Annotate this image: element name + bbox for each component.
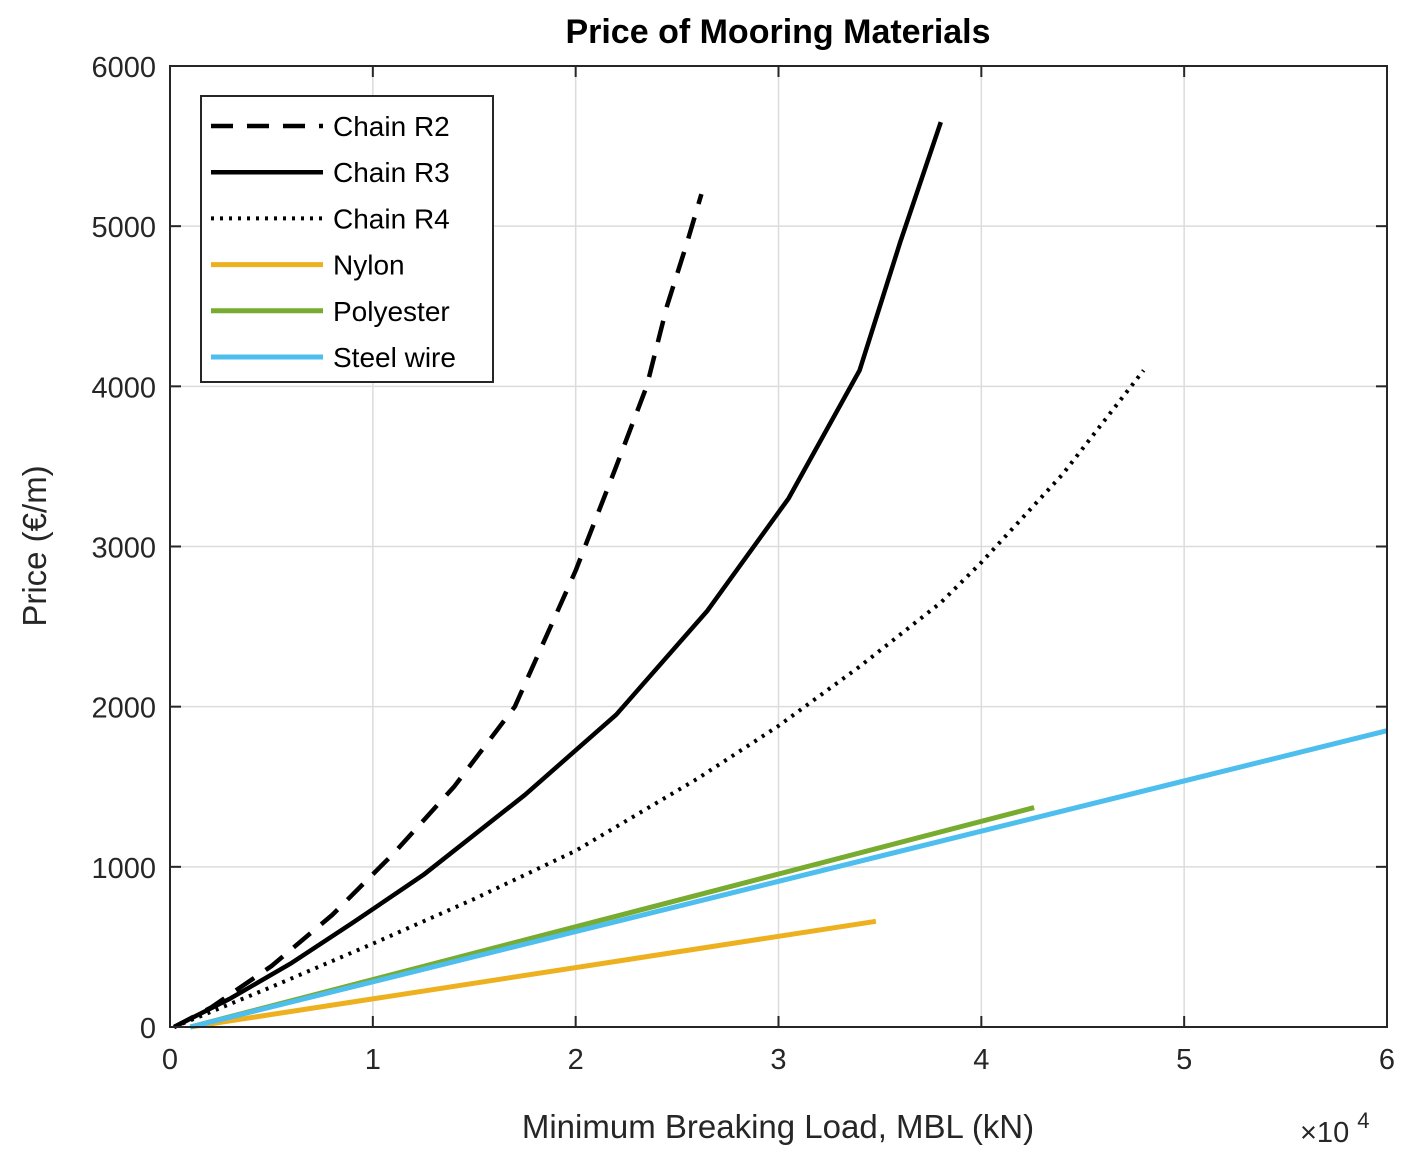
x-axis-multiplier-base: ×10 [1300, 1117, 1349, 1149]
x-tick-label: 0 [162, 1044, 178, 1076]
y-axis-label: Price (€/m) [16, 465, 53, 626]
x-axis-label: Minimum Breaking Load, MBL (kN) [522, 1108, 1034, 1145]
legend: Chain R2 Chain R3 Chain R4 Nylon Polyester St… [200, 95, 494, 383]
series-layer [173, 121, 1388, 1030]
y-tick-label: 4000 [91, 372, 156, 404]
legend-label: Steel wire [333, 342, 456, 373]
tick-layer: 0 1 2 3 4 5 6 0 1000 2000 3000 4000 5000 6000 [91, 52, 1395, 1076]
legend-label: Chain R2 [333, 111, 450, 142]
x-axis-multiplier-exponent: 4 [1357, 1108, 1369, 1133]
series-line-nylon [189, 918, 877, 1030]
x-tick-label: 6 [1379, 1044, 1395, 1076]
x-axis-multiplier: ×10 4 [1300, 1108, 1370, 1149]
y-tick-label: 2000 [91, 693, 156, 725]
y-tick-label: 5000 [91, 212, 156, 244]
series-line-steel-wire [189, 728, 1388, 1030]
x-tick-label: 4 [973, 1044, 989, 1076]
y-tick-label: 3000 [91, 533, 156, 565]
y-tick-label: 6000 [91, 52, 156, 84]
legend-label: Polyester [333, 296, 450, 327]
legend-label: Chain R3 [333, 157, 450, 188]
legend-box [200, 95, 494, 383]
x-tick-label: 5 [1176, 1044, 1192, 1076]
x-tick-label: 3 [770, 1044, 786, 1076]
x-tick-label: 2 [568, 1044, 584, 1076]
y-tick-label: 0 [140, 1013, 156, 1045]
series-line-chain-r2 [173, 193, 704, 1029]
chart-title: Price of Mooring Materials [565, 13, 990, 51]
y-tick-label: 1000 [91, 853, 156, 885]
legend-label: Chain R4 [333, 203, 450, 234]
legend-label: Nylon [333, 250, 405, 281]
x-tick-label: 1 [365, 1044, 381, 1076]
series-line-chain-r4 [173, 369, 1146, 1029]
series-line-chain-r3 [173, 121, 943, 1030]
